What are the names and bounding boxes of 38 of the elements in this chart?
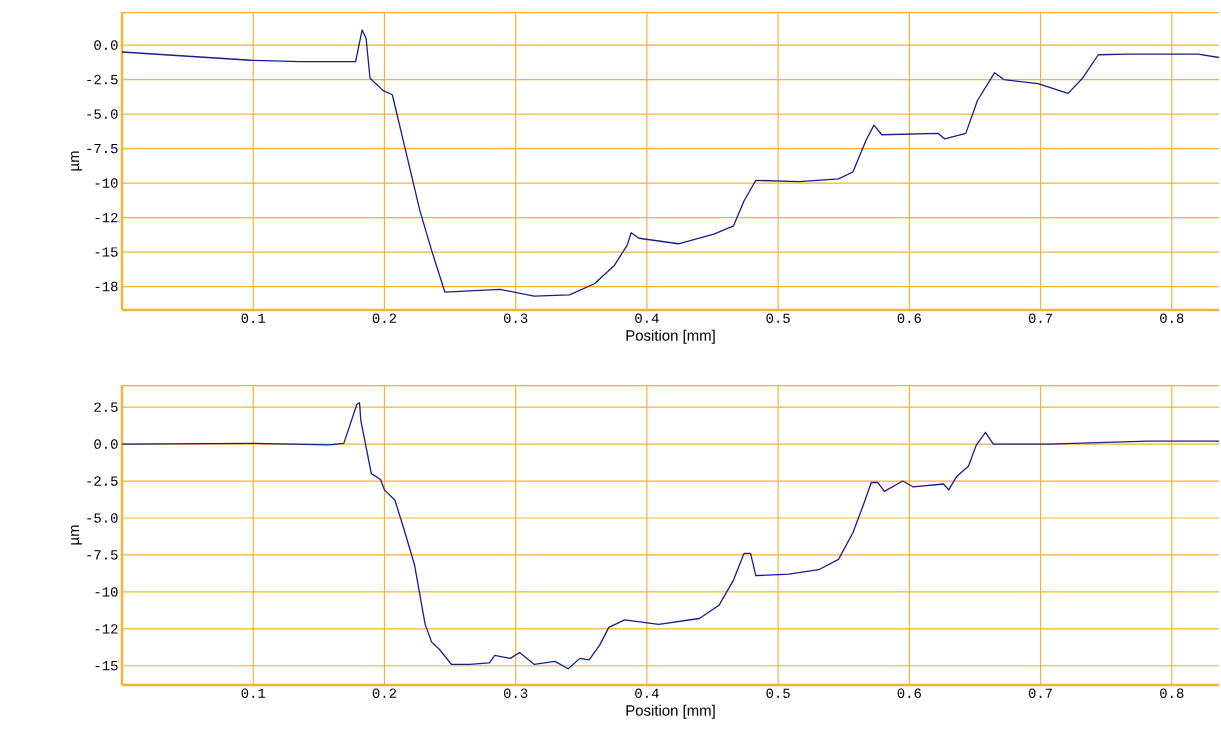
x-tick-label: 0.8 [1160, 688, 1184, 698]
x-tick-label: 0.3 [503, 688, 528, 698]
y-tick-label: -12 [95, 624, 118, 634]
x-tick-label: 0.1 [241, 688, 266, 698]
x-tick-label: 0.7 [1028, 688, 1053, 698]
x-axis-title: Position [mm] [626, 329, 715, 344]
y-tick-label: 0.0 [94, 40, 118, 50]
y-tick-label: -10 [95, 587, 118, 597]
y-tick-label: -15 [95, 247, 118, 257]
y-tick-label: 2.5 [94, 402, 118, 412]
y-tick-label: -15 [95, 661, 118, 671]
y-tick-label: 0.0 [94, 439, 118, 449]
y-tick-label: -2.5 [87, 476, 118, 486]
x-tick-label: 0.2 [372, 313, 397, 323]
y-axis-title: µm [71, 151, 83, 171]
x-tick-label: 0.7 [1028, 313, 1053, 323]
y-tick-label: -5.0 [87, 513, 118, 523]
y-tick-label: -7.5 [87, 143, 118, 154]
y-tick-label: -2.5 [87, 74, 118, 85]
x-tick-label: 0.8 [1160, 313, 1184, 323]
x-tick-label: 0.6 [897, 688, 921, 698]
x-tick-label: 0.2 [372, 688, 397, 698]
x-tick-label: 0.3 [503, 313, 528, 323]
y-tick-label: -7.5 [87, 550, 118, 560]
y-tick-label: -12 [95, 212, 118, 223]
x-axis-title: Position [mm] [626, 704, 715, 719]
x-tick-label: 0.1 [241, 313, 266, 323]
y-tick-label: -18 [95, 281, 118, 292]
y-tick-label: -10 [95, 178, 118, 188]
x-tick-label: 0.4 [635, 313, 659, 323]
y-axis-title: µm [71, 525, 83, 545]
x-tick-label: 0.5 [766, 688, 790, 698]
line-series [122, 29, 1220, 297]
x-tick-label: 0.4 [635, 688, 659, 698]
y-tick-label: -5.0 [87, 109, 118, 119]
x-tick-label: 0.5 [766, 313, 790, 323]
line-series [122, 402, 1220, 670]
x-tick-label: 0.6 [897, 313, 921, 323]
